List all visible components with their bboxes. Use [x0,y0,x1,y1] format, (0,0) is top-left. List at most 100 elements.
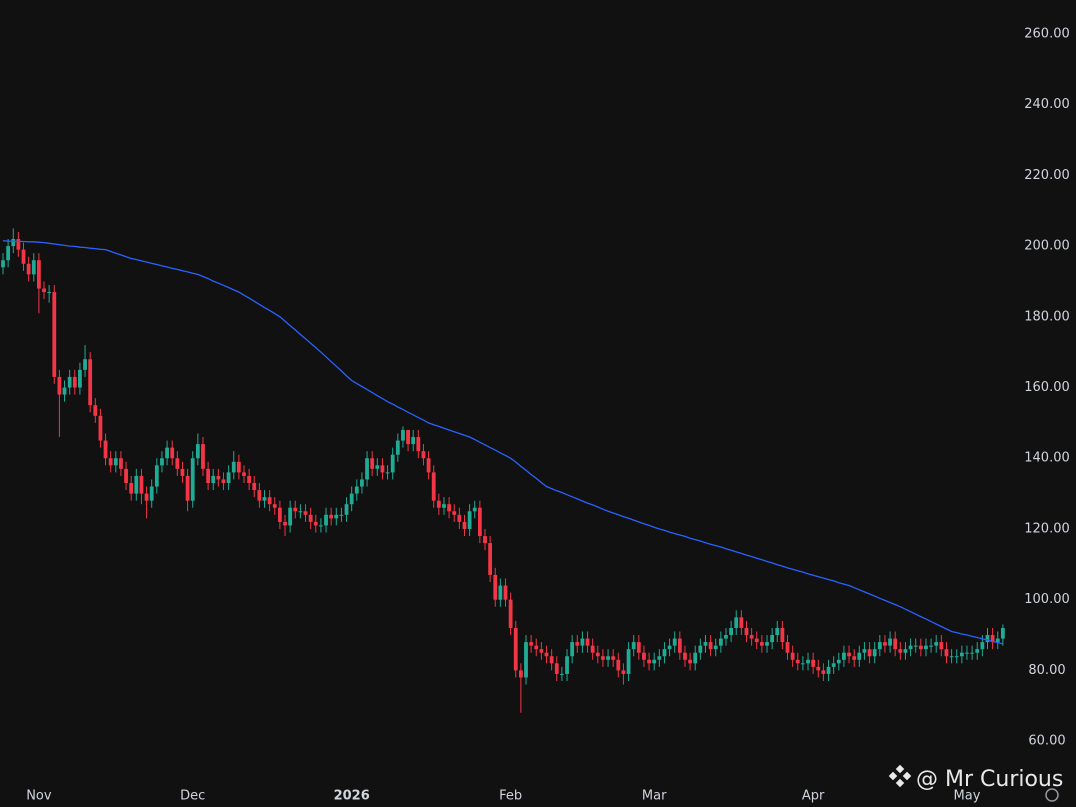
x-tick-label: 2026 [334,789,370,804]
candle-body [621,670,626,674]
candle-body [693,652,698,664]
candle-body [862,649,867,653]
candle-body [708,642,713,650]
candle-body [175,458,180,469]
candle-body [472,507,477,512]
candle-body [139,475,144,494]
y-tick-label: 60.00 [1028,734,1065,749]
candle-body [585,638,590,646]
candle-body [703,642,708,646]
candle-body [477,507,482,537]
candle-body [216,475,221,480]
candle-body [765,642,769,646]
candle-body [893,638,898,650]
candle-body [642,652,646,660]
candle-body [934,642,939,646]
candle-body [98,415,103,441]
candle-body [211,475,216,483]
candle-body [903,649,908,653]
candle-body [595,652,600,657]
candle-body [160,458,164,466]
candle-body [636,642,641,653]
settings-icon[interactable] [1045,788,1059,802]
candle-body [406,429,410,445]
watermark: @ Mr Curious [916,767,1063,792]
candle-body [462,521,467,529]
candle-body [683,652,687,660]
candle-body [247,475,252,483]
candle-body [201,444,205,469]
candle-body [62,387,67,395]
candle-body [1000,627,1005,639]
candle-body [431,472,436,501]
candle-body [165,447,169,459]
candle-body [498,585,503,600]
candle-body [616,659,621,671]
candle-body [11,239,16,247]
candle-body [898,649,903,653]
candle-body [52,292,57,377]
candle-body [883,642,887,646]
candle-body [493,574,498,600]
candle-body [267,497,272,505]
candle-body [108,458,113,466]
candle-body [539,649,544,653]
candle-body [939,642,944,650]
x-tick-label: May [954,789,981,804]
candle-body [226,472,231,483]
candle-body [631,642,636,650]
y-tick-label: 160.00 [1024,380,1070,395]
candle-body [785,642,790,653]
candle-body [724,635,728,639]
moving-average-line [2,240,1004,645]
candle-body [195,444,200,459]
candle-body [795,659,800,664]
candle-body [975,649,980,653]
candle-body [170,447,175,459]
candle-body [298,511,303,513]
candle-body [457,514,462,522]
candle-body [447,504,451,512]
candle-body [929,645,933,647]
candle-body [31,260,36,275]
y-tick-label: 140.00 [1024,451,1070,466]
candle-body [380,465,385,473]
candle-body [370,458,375,469]
candle-body [800,663,805,665]
candle-body [124,468,128,483]
candle-body [303,511,308,515]
candle-body [544,652,549,657]
candle-body [580,638,585,646]
y-tick-label: 180.00 [1024,309,1070,324]
candle-body [72,376,77,388]
candle-body [339,514,344,516]
candle-body [913,645,918,647]
candle-body [319,525,323,527]
candle-body [867,649,872,657]
x-tick-label: Apr [802,789,825,804]
candle-body [231,461,236,473]
candle-body [47,292,52,294]
candle-body [965,652,969,654]
candle-body [626,649,631,674]
candle-body [334,514,339,519]
candle-body [877,642,882,650]
candle-body [672,638,677,646]
candle-body [395,440,400,455]
y-tick-label: 80.00 [1028,663,1065,678]
candle-body [185,475,190,501]
candle-body [26,263,31,275]
y-tick-label: 120.00 [1024,521,1070,536]
candle-body [390,454,395,473]
candle-body [754,638,759,643]
candle-body [16,239,21,250]
candle-body [344,504,349,515]
candle-body [770,635,775,643]
candle-body [42,288,46,293]
candle-body [308,514,313,522]
candle-body [488,543,493,575]
candle-body [739,617,744,628]
candle-body [570,642,575,657]
candle-body [88,359,93,406]
